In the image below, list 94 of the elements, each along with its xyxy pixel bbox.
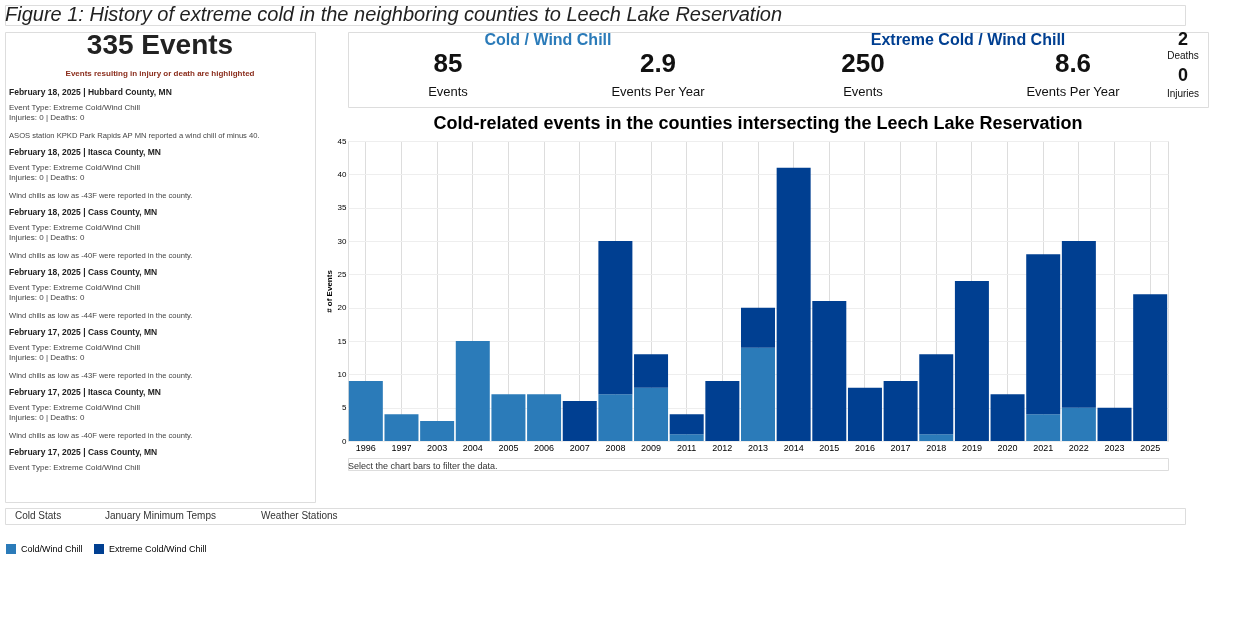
x-tick-label: 1997 (391, 442, 412, 453)
text: Event Type: Extreme Cold/Wind Chill (9, 463, 141, 472)
x-tick-label: 2003 (427, 442, 448, 453)
x-tick-label: 2009 (641, 442, 662, 453)
text: 85 (433, 48, 463, 78)
text: February 18, 2025 | Itasca County, MN (9, 147, 161, 157)
text: 8.6 (1054, 48, 1092, 78)
text: Injuries: 0 | Deaths: 0 (9, 233, 85, 242)
text: Injuries: 0 | Deaths: 0 (9, 413, 85, 422)
bar (598, 241, 633, 395)
y-tick-label: 5 (342, 403, 348, 413)
text: February 17, 2025 | Itasca County, MN (9, 387, 161, 397)
text: 250 (841, 48, 885, 78)
text: February 17, 2025 | Cass County, MN (9, 327, 158, 337)
y-tick-label: 10 (337, 369, 348, 379)
bar (741, 347, 775, 441)
text: 0 (1177, 65, 1189, 85)
x-tick-label: 2005 (498, 442, 519, 453)
y-tick-label: 40 (337, 169, 348, 179)
bar (420, 421, 455, 441)
bar (1061, 241, 1096, 408)
text: Weather Stations (261, 510, 338, 521)
bar (1061, 407, 1096, 441)
text: Events resulting in injury or death are highlighted (65, 69, 255, 78)
text: February 18, 2025 | Cass County, MN (9, 207, 158, 217)
bar (598, 394, 633, 441)
text: Injuries (1166, 88, 1200, 99)
text: Events Per Year (1026, 84, 1121, 99)
text: January Minimum Temps (105, 510, 216, 521)
bar (527, 394, 562, 441)
y-tick-label: 20 (337, 303, 348, 313)
bar (1026, 414, 1061, 441)
text: Events Per Year (611, 84, 706, 99)
text: Deaths (1167, 50, 1199, 61)
text: Events (428, 84, 469, 99)
x-tick-label: 2016 (854, 442, 875, 453)
text: February 17, 2025 | Cass County, MN (9, 447, 158, 457)
y-tick-label: 25 (337, 269, 348, 279)
text: February 18, 2025 | Cass County, MN (9, 267, 158, 277)
text: 335 Events (86, 29, 234, 60)
x-tick-label: 2019 (961, 442, 982, 453)
text: Event Type: Extreme Cold/Wind Chill (9, 343, 141, 352)
chart-title: Cold-related events in the counties intersecting the Leech Lake Reservation (433, 113, 1083, 133)
bar (634, 354, 669, 388)
x-tick-label: 1996 (355, 442, 376, 453)
x-tick-label: 2011 (677, 442, 697, 453)
text: February 18, 2025 | Hubbard County, MN (9, 87, 172, 97)
x-tick-label: 2020 (997, 442, 1018, 453)
bar (634, 387, 669, 441)
x-tick-label: 2007 (569, 442, 590, 453)
legend-label: Cold/Wind Chill (21, 544, 83, 554)
y-axis-title: # of Events (324, 269, 334, 313)
bar (847, 387, 882, 441)
x-tick-label: 2008 (605, 442, 626, 453)
text: Extreme Cold / Wind Chill (870, 31, 1066, 48)
x-tick-label: 2021 (1033, 442, 1054, 453)
bar (741, 307, 775, 348)
legend-label: Extreme Cold/Wind Chill (109, 544, 207, 554)
y-tick-label: 35 (337, 203, 348, 213)
bar (919, 434, 954, 441)
x-tick-label: 2006 (534, 442, 555, 453)
text: Event Type: Extreme Cold/Wind Chill (9, 223, 141, 232)
text: Event Type: Extreme Cold/Wind Chill (9, 163, 141, 172)
text: Select the chart bars to filter the data. (348, 461, 498, 471)
text: Event Type: Extreme Cold/Wind Chill (9, 403, 141, 412)
bar (954, 281, 989, 441)
text: Injuries: 0 | Deaths: 0 (9, 353, 85, 362)
text: Cold Stats (15, 510, 62, 521)
text: Injuries: 0 | Deaths: 0 (9, 113, 85, 122)
x-tick-label: 2025 (1140, 442, 1161, 453)
text: Events (843, 84, 884, 99)
text: Event Type: Extreme Cold/Wind Chill (9, 283, 141, 292)
y-tick-label: 45 (337, 136, 348, 146)
y-tick-label: 15 (337, 336, 348, 346)
x-tick-label: 2014 (783, 442, 804, 453)
text: Injuries: 0 | Deaths: 0 (9, 293, 85, 302)
text: Event Type: Extreme Cold/Wind Chill (9, 103, 141, 112)
text: 2 (1177, 29, 1189, 49)
x-tick-label: 2004 (462, 442, 483, 453)
x-tick-label: 2022 (1068, 442, 1089, 453)
bar (562, 401, 597, 441)
x-tick-label: 2023 (1104, 442, 1125, 453)
x-tick-label: 2015 (819, 442, 840, 453)
x-tick-label: 2017 (890, 442, 911, 453)
x-tick-label: 2012 (712, 442, 733, 453)
text: Injuries: 0 | Deaths: 0 (9, 173, 85, 182)
y-tick-label: 0 (342, 436, 348, 446)
y-tick-label: 30 (337, 236, 348, 246)
text: Cold / Wind Chill (484, 31, 612, 48)
text: 2.9 (639, 48, 677, 78)
x-tick-label: 2018 (926, 442, 947, 453)
text: Figure 1: History of extreme cold in the neighboring counties to Leech Lake Reservation (5, 3, 783, 25)
x-tick-label: 2013 (747, 442, 769, 453)
bar (669, 434, 704, 441)
